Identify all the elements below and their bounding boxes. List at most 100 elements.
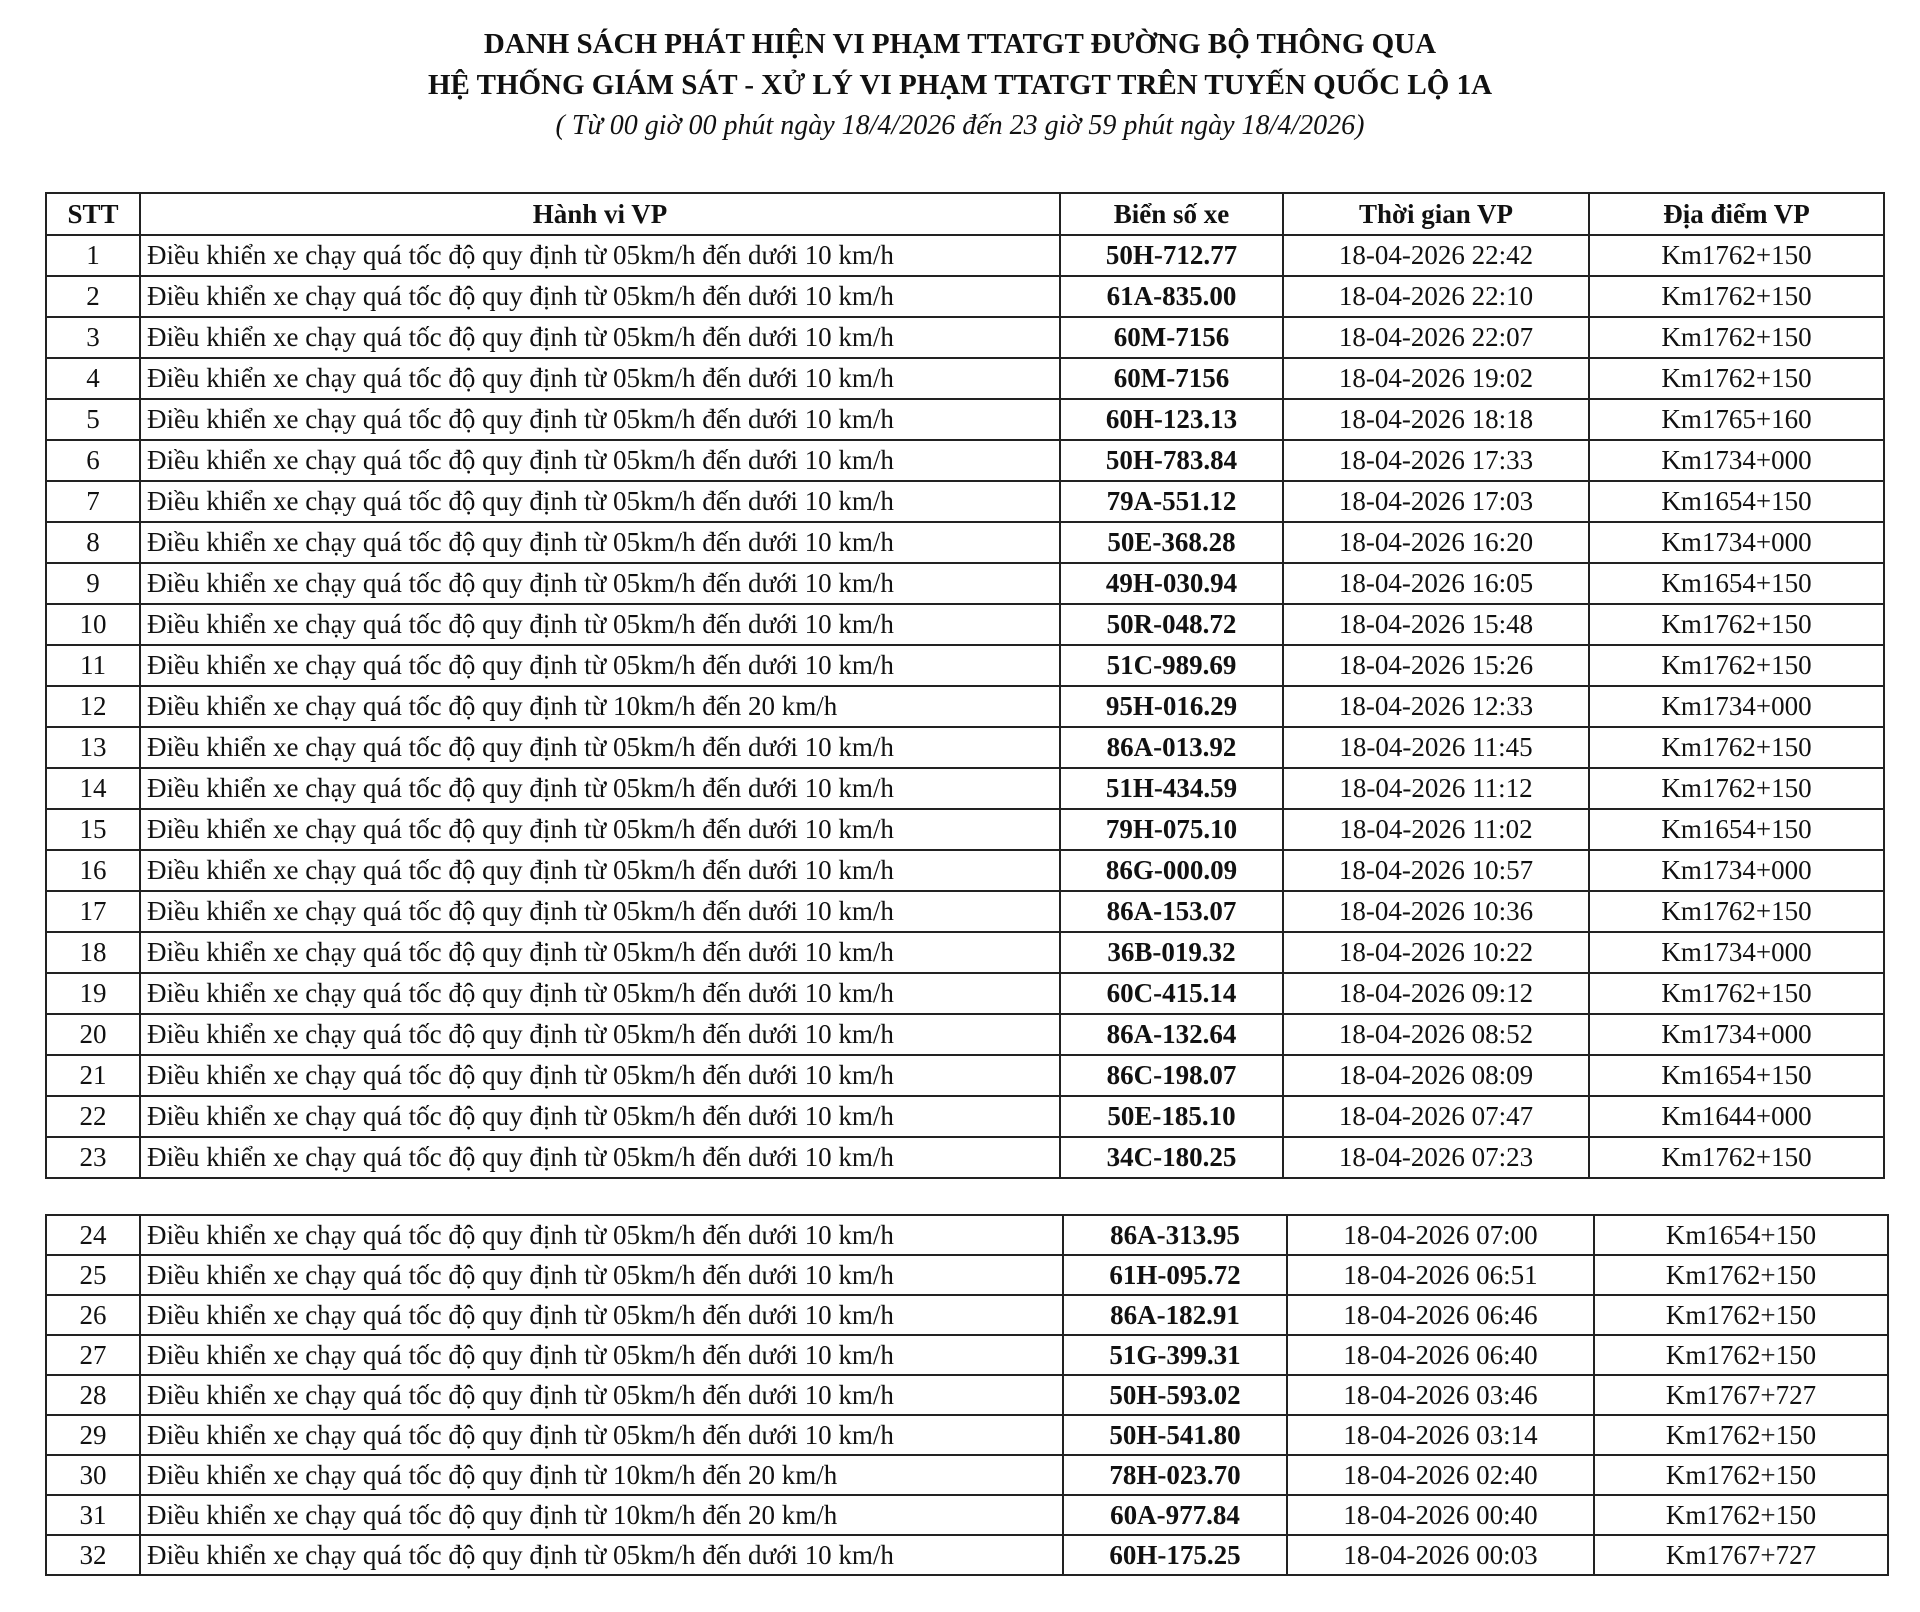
row-location: Km1762+150 [1588,972,1885,1015]
row-time: 18-04-2026 10:22 [1282,931,1590,974]
table-row: 32 Điều khiển xe chạy quá tốc độ quy định… [45,1534,1889,1576]
row-stt: 15 [45,808,141,851]
row-stt: 23 [45,1136,141,1179]
row-behavior: Điều khiển xe chạy quá tốc độ quy định t… [139,562,1061,605]
row-location: Km1762+150 [1588,234,1885,277]
row-behavior: Điều khiển xe chạy quá tốc độ quy định t… [139,1214,1064,1256]
row-plate: 51H-434.59 [1059,767,1284,810]
row-stt: 12 [45,685,141,728]
row-stt: 25 [45,1254,141,1296]
row-behavior: Điều khiển xe chạy quá tốc độ quy định t… [139,603,1061,646]
row-location: Km1762+150 [1588,767,1885,810]
table-row: 23 Điều khiển xe chạy quá tốc độ quy định… [45,1136,1885,1179]
violations-table: STT Hành vi VP Biển số xe Thời gian VP Đ… [45,192,1885,1179]
table-row: 13 Điều khiển xe chạy quá tốc độ quy định… [45,726,1885,769]
row-time: 18-04-2026 22:10 [1282,275,1590,318]
table-row: 31 Điều khiển xe chạy quá tốc độ quy định… [45,1494,1889,1536]
row-time: 18-04-2026 17:33 [1282,439,1590,482]
row-plate: 79H-075.10 [1059,808,1284,851]
row-stt: 13 [45,726,141,769]
table-row: 8 Điều khiển xe chạy quá tốc độ quy định … [45,521,1885,564]
row-time: 18-04-2026 11:02 [1282,808,1590,851]
table-row: 10 Điều khiển xe chạy quá tốc độ quy định… [45,603,1885,646]
row-time: 18-04-2026 15:48 [1282,603,1590,646]
row-location: Km1734+000 [1588,1013,1885,1056]
row-plate: 50E-368.28 [1059,521,1284,564]
row-plate: 49H-030.94 [1059,562,1284,605]
document-subtitle-date-range: ( Từ 00 giờ 00 phút ngày 18/4/2026 đến 2… [555,110,1365,141]
row-location: Km1767+727 [1593,1534,1889,1576]
row-time: 18-04-2026 10:36 [1282,890,1590,933]
row-time: 18-04-2026 09:12 [1282,972,1590,1015]
table-row: 6 Điều khiển xe chạy quá tốc độ quy định … [45,439,1885,482]
table-row: 16 Điều khiển xe chạy quá tốc độ quy định… [45,849,1885,892]
row-plate: 50H-593.02 [1062,1374,1288,1416]
row-stt: 11 [45,644,141,687]
document-title-line1: DANH SÁCH PHÁT HIỆN VI PHẠM TTATGT ĐƯỜNG… [483,28,1437,60]
row-stt: 22 [45,1095,141,1138]
row-plate: 51G-399.31 [1062,1334,1288,1376]
row-behavior: Điều khiển xe chạy quá tốc độ quy định t… [139,521,1061,564]
row-stt: 4 [45,357,141,400]
row-time: 18-04-2026 11:12 [1282,767,1590,810]
row-plate: 95H-016.29 [1059,685,1284,728]
row-behavior: Điều khiển xe chạy quá tốc độ quy định t… [139,1136,1061,1179]
row-behavior: Điều khiển xe chạy quá tốc độ quy định t… [139,849,1061,892]
row-stt: 24 [45,1214,141,1256]
row-plate: 86A-013.92 [1059,726,1284,769]
row-time: 18-04-2026 00:40 [1286,1494,1595,1536]
row-location: Km1654+150 [1588,562,1885,605]
row-stt: 29 [45,1414,141,1456]
row-stt: 31 [45,1494,141,1536]
row-stt: 20 [45,1013,141,1056]
table-header-row: STT Hành vi VP Biển số xe Thời gian VP Đ… [45,192,1885,236]
row-stt: 17 [45,890,141,933]
row-location: Km1734+000 [1588,931,1885,974]
row-time: 18-04-2026 18:18 [1282,398,1590,441]
column-header-time: Thời gian VP [1282,192,1590,236]
row-stt: 10 [45,603,141,646]
row-time: 18-04-2026 16:05 [1282,562,1590,605]
column-header-location: Địa điểm VP [1588,192,1885,236]
row-stt: 8 [45,521,141,564]
row-location: Km1762+150 [1593,1454,1889,1496]
row-time: 18-04-2026 03:14 [1286,1414,1595,1456]
row-stt: 14 [45,767,141,810]
row-time: 18-04-2026 22:42 [1282,234,1590,277]
table-row: 14 Điều khiển xe chạy quá tốc độ quy định… [45,767,1885,810]
table-row: 20 Điều khiển xe chạy quá tốc độ quy định… [45,1013,1885,1056]
table-row: 30 Điều khiển xe chạy quá tốc độ quy định… [45,1454,1889,1496]
row-behavior: Điều khiển xe chạy quá tốc độ quy định t… [139,808,1061,851]
table-row: 26 Điều khiển xe chạy quá tốc độ quy định… [45,1294,1889,1336]
row-plate: 60C-415.14 [1059,972,1284,1015]
table-row: 12 Điều khiển xe chạy quá tốc độ quy định… [45,685,1885,728]
row-stt: 5 [45,398,141,441]
row-location: Km1734+000 [1588,685,1885,728]
row-plate: 50H-783.84 [1059,439,1284,482]
row-time: 18-04-2026 07:23 [1282,1136,1590,1179]
table-row: 1 Điều khiển xe chạy quá tốc độ quy định … [45,234,1885,277]
row-time: 18-04-2026 15:26 [1282,644,1590,687]
row-time: 18-04-2026 08:09 [1282,1054,1590,1097]
row-plate: 86A-182.91 [1062,1294,1288,1336]
row-time: 18-04-2026 02:40 [1286,1454,1595,1496]
row-behavior: Điều khiển xe chạy quá tốc độ quy định t… [139,1095,1061,1138]
table-row: 4 Điều khiển xe chạy quá tốc độ quy định … [45,357,1885,400]
row-behavior: Điều khiển xe chạy quá tốc độ quy định t… [139,890,1061,933]
row-stt: 19 [45,972,141,1015]
table-row: 24 Điều khiển xe chạy quá tốc độ quy định… [45,1214,1889,1256]
row-location: Km1654+150 [1588,808,1885,851]
row-behavior: Điều khiển xe chạy quá tốc độ quy định t… [139,1374,1064,1416]
row-location: Km1762+150 [1593,1414,1889,1456]
row-time: 18-04-2026 19:02 [1282,357,1590,400]
row-plate: 86G-000.09 [1059,849,1284,892]
row-plate: 60M-7156 [1059,316,1284,359]
table-row: 28 Điều khiển xe chạy quá tốc độ quy định… [45,1374,1889,1416]
row-stt: 32 [45,1534,141,1576]
row-location: Km1762+150 [1588,316,1885,359]
row-time: 18-04-2026 07:00 [1286,1214,1595,1256]
row-behavior: Điều khiển xe chạy quá tốc độ quy định t… [139,685,1061,728]
row-stt: 21 [45,1054,141,1097]
row-behavior: Điều khiển xe chạy quá tốc độ quy định t… [139,357,1061,400]
row-stt: 3 [45,316,141,359]
